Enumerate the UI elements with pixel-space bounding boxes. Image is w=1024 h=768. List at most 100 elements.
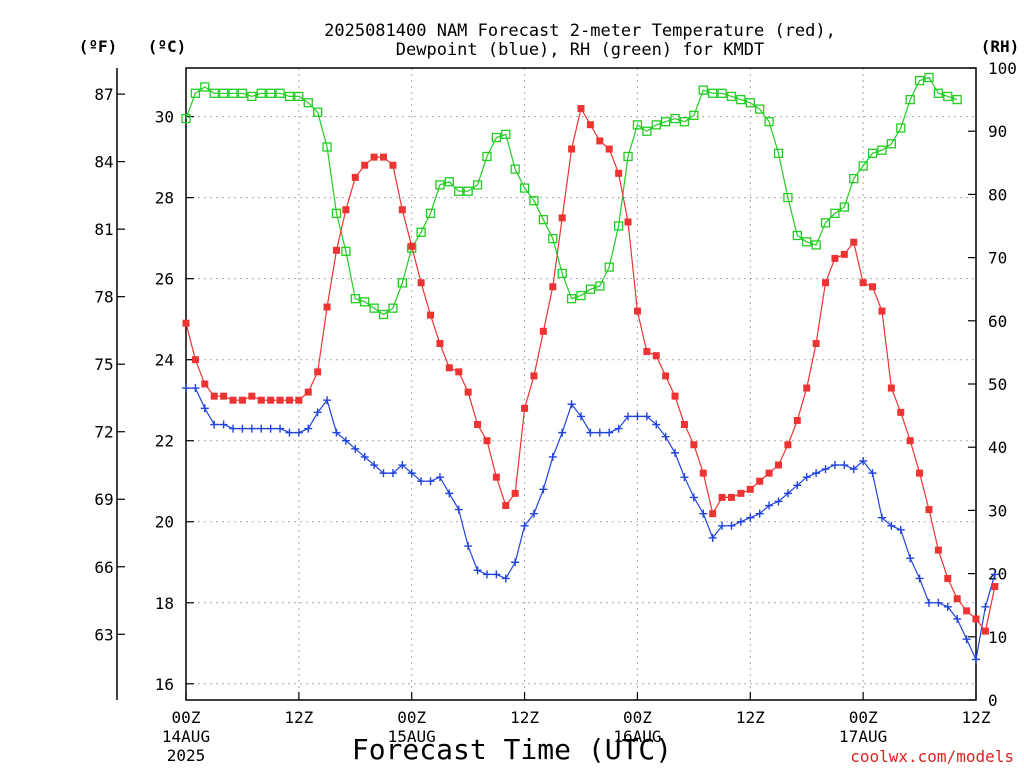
rh-point bbox=[764, 117, 774, 127]
rh-point bbox=[350, 294, 360, 304]
rh-point bbox=[783, 192, 793, 203]
rh-point bbox=[378, 309, 389, 320]
rh-point bbox=[482, 151, 492, 162]
temperature-point bbox=[285, 396, 293, 404]
temperature-point bbox=[953, 595, 961, 603]
rh-point bbox=[369, 303, 379, 313]
dewpoint-point bbox=[426, 477, 435, 486]
rh-point bbox=[265, 88, 276, 98]
series-line-rh bbox=[185, 76, 958, 316]
rh-point bbox=[595, 281, 605, 291]
temperature-point bbox=[295, 396, 303, 404]
temperature-point bbox=[605, 145, 613, 153]
celsius-axis-label: (ºC) bbox=[148, 37, 187, 56]
temperature-point bbox=[238, 396, 246, 404]
rh-point bbox=[802, 237, 812, 247]
dewpoint-point bbox=[624, 412, 633, 421]
rh-point bbox=[313, 107, 323, 117]
dewpoint-point bbox=[755, 509, 764, 518]
rh-point bbox=[717, 88, 727, 98]
temperature-point bbox=[380, 153, 387, 161]
dewpoint-point bbox=[482, 570, 491, 579]
dewpoint-point bbox=[266, 424, 275, 433]
dewpoint-point bbox=[981, 602, 990, 611]
temperature-point bbox=[925, 506, 933, 514]
rh-point bbox=[839, 202, 849, 212]
x-axis-label: Forecast Time (UTC) bbox=[352, 733, 672, 766]
dewpoint-point bbox=[285, 428, 294, 437]
temperature-point bbox=[276, 396, 284, 404]
rh-tick-label: 90 bbox=[988, 122, 1007, 141]
temperature-point bbox=[210, 392, 218, 400]
dewpoint-point bbox=[924, 598, 933, 607]
temperature-point bbox=[652, 352, 660, 360]
rh-point bbox=[613, 221, 624, 231]
rh-point bbox=[867, 148, 878, 158]
dewpoint-point bbox=[633, 412, 642, 421]
rh-point bbox=[726, 91, 737, 102]
fahrenheit-tick-label: 75 bbox=[94, 355, 113, 374]
dewpoint-point bbox=[727, 521, 736, 530]
dewpoint-point bbox=[812, 469, 821, 478]
dewpoint-point bbox=[294, 428, 303, 437]
rh-point bbox=[209, 88, 219, 98]
x-date-label: 16AUG bbox=[613, 727, 661, 746]
temperature-point bbox=[991, 583, 999, 591]
rh-point bbox=[820, 218, 831, 228]
dewpoint-point bbox=[652, 420, 661, 429]
rh-point bbox=[228, 88, 238, 98]
rh-point bbox=[416, 227, 426, 237]
rh-point bbox=[566, 294, 577, 304]
x-year-label: 2025 bbox=[167, 746, 206, 765]
x-tick-label: 00Z bbox=[849, 708, 878, 727]
rh-tick-label: 50 bbox=[988, 375, 1007, 394]
dewpoint-point bbox=[276, 424, 285, 433]
fahrenheit-tick-label: 69 bbox=[94, 490, 113, 509]
dewpoint-point bbox=[699, 509, 708, 518]
dewpoint-point bbox=[972, 655, 980, 664]
x-tick-label: 12Z bbox=[736, 708, 765, 727]
dewpoint-point bbox=[783, 489, 792, 498]
temperature-point bbox=[633, 307, 641, 315]
temperature-point bbox=[756, 477, 764, 485]
temperature-point bbox=[464, 388, 472, 396]
dewpoint-point bbox=[520, 521, 529, 530]
rh-point bbox=[632, 120, 643, 130]
dewpoint-point bbox=[548, 452, 557, 461]
dewpoint-point bbox=[736, 517, 745, 526]
dewpoint-point bbox=[200, 404, 209, 413]
temperature-point bbox=[934, 546, 942, 554]
dewpoint-point bbox=[529, 509, 538, 518]
series-temperature bbox=[182, 105, 999, 635]
dewpoint-point bbox=[210, 420, 219, 429]
dewpoint-point bbox=[492, 570, 501, 579]
dewpoint-point bbox=[953, 614, 962, 623]
rh-point bbox=[679, 117, 690, 127]
temperature-point bbox=[671, 392, 679, 400]
temperature-point bbox=[248, 392, 256, 400]
temperature-point bbox=[229, 396, 237, 404]
chart-title-line-1: 2025081400 NAM Forecast 2-meter Temperat… bbox=[324, 21, 836, 41]
temperature-point bbox=[840, 250, 848, 258]
dewpoint-point bbox=[247, 424, 256, 433]
temperature-point bbox=[596, 137, 604, 145]
fahrenheit-tick-label: 87 bbox=[94, 85, 113, 104]
rh-point bbox=[745, 98, 755, 108]
rh-point bbox=[858, 161, 868, 171]
dewpoint-point bbox=[793, 481, 802, 490]
rh-point bbox=[905, 94, 915, 105]
series-line-temperature bbox=[185, 106, 996, 633]
fahrenheit-tick-label: 66 bbox=[94, 558, 113, 577]
x-date-label: 17AUG bbox=[839, 727, 887, 746]
axes: 6366697275788184871618202224262830010203… bbox=[94, 59, 1017, 765]
rh-point bbox=[830, 208, 840, 219]
rh-point bbox=[275, 88, 285, 98]
rh-tick-label: 60 bbox=[988, 312, 1007, 331]
rh-point bbox=[538, 215, 549, 225]
rh-point bbox=[360, 297, 370, 307]
temperature-point bbox=[267, 396, 275, 404]
fahrenheit-tick-label: 78 bbox=[94, 288, 113, 307]
dewpoint-point bbox=[219, 420, 228, 429]
temperature-point bbox=[521, 404, 529, 412]
